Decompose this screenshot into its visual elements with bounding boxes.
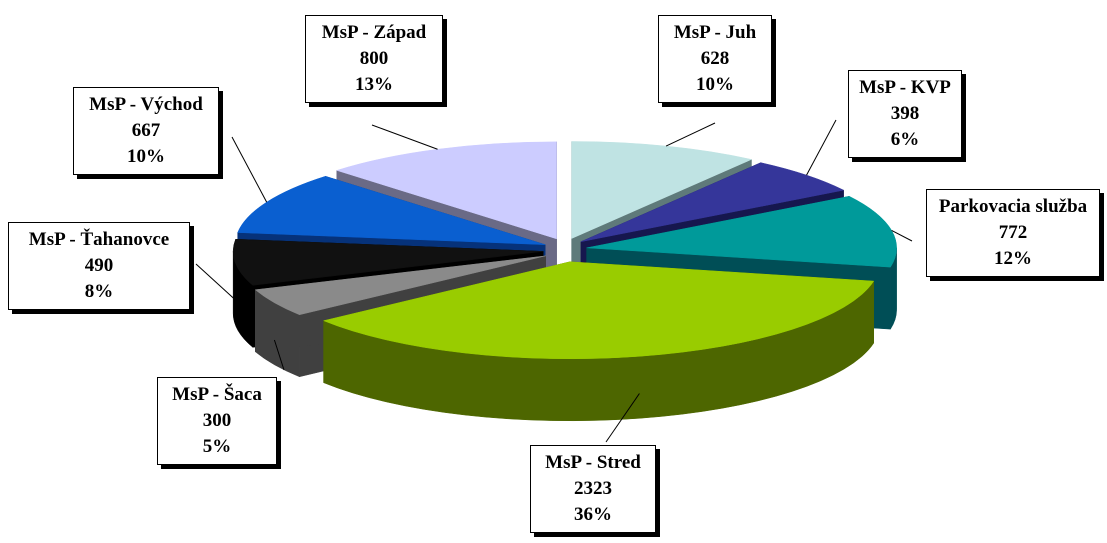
slice-name: MsP - Západ: [321, 22, 427, 43]
slice-percent: 10%: [127, 146, 165, 167]
pie-tops: [232, 141, 897, 360]
label-msp-saca: MsP - Šaca 300 5%: [157, 377, 277, 465]
slice-value: 2323: [574, 478, 612, 499]
slice-name: MsP - Juh: [673, 22, 757, 43]
label-msp-zapad: MsP - Západ 800 13%: [305, 15, 443, 103]
leader-line: [195, 263, 236, 301]
slice-percent: 6%: [890, 129, 920, 150]
pie-slice: [322, 261, 875, 360]
label-msp-juh: MsP - Juh 628 10%: [658, 15, 772, 103]
slice-percent: 8%: [84, 281, 114, 302]
pie-slice: [571, 141, 753, 239]
slice-percent: 5%: [202, 436, 232, 457]
slice-value: 300: [202, 410, 232, 431]
pie-slice: [586, 196, 897, 268]
label-parkovacia-sluzba: Parkovacia služba 772 12%: [926, 189, 1100, 277]
slice-value: 490: [84, 255, 114, 276]
slice-percent: 13%: [355, 74, 393, 95]
slice-value: 772: [998, 222, 1028, 243]
slice-value: 800: [359, 48, 389, 69]
slice-percent: 10%: [696, 74, 734, 95]
leader-lines: [195, 119, 913, 443]
slice-percent: 12%: [994, 248, 1032, 269]
slice-name: Parkovacia služba: [938, 196, 1088, 217]
leader-line: [891, 230, 913, 242]
label-msp-kvp: MsP - KVP 398 6%: [848, 70, 962, 158]
slice-name: MsP - Stred: [545, 452, 641, 473]
slice-name: MsP - KVP: [859, 77, 951, 98]
leader-line: [665, 122, 716, 147]
pie-slice: [232, 238, 544, 286]
slice-value: 667: [131, 120, 161, 141]
label-msp-tahanovce: MsP - Ťahanovce 490 8%: [8, 222, 190, 310]
slice-percent: 36%: [574, 504, 612, 525]
leader-line: [806, 119, 837, 176]
label-msp-vychod: MsP - Východ 667 10%: [73, 87, 219, 175]
slice-value: 398: [890, 103, 920, 124]
slice-name: MsP - Východ: [89, 94, 203, 115]
slice-name: MsP - Šaca: [172, 384, 262, 405]
leader-line: [231, 136, 268, 203]
pie-slice: [254, 255, 546, 316]
leader-line: [273, 339, 285, 371]
slice-value: 628: [700, 48, 730, 69]
pie-slice: [580, 162, 845, 242]
leader-line: [371, 124, 438, 150]
leader-line: [605, 393, 640, 443]
slice-name: MsP - Ťahanovce: [28, 229, 170, 250]
label-msp-stred: MsP - Stred 2323 36%: [530, 445, 656, 533]
pie-slice: [335, 141, 557, 240]
